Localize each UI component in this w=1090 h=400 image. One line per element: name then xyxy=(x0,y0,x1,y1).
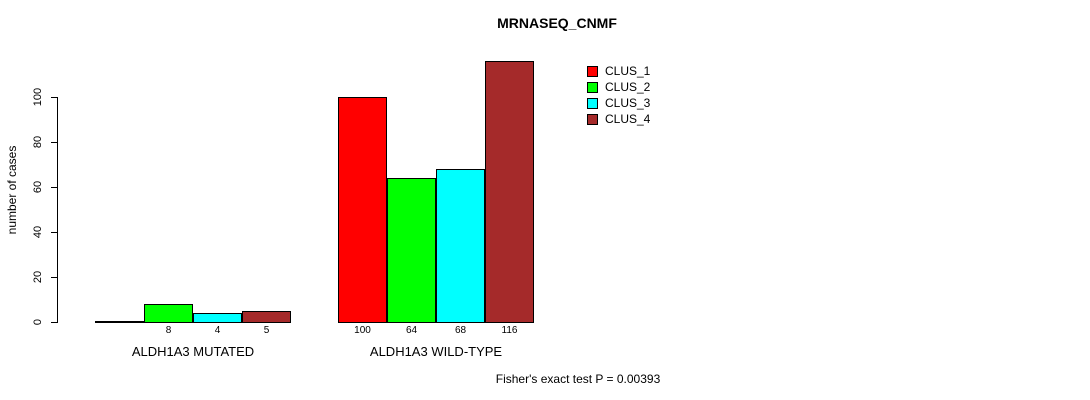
x-category-label: ALDH1A3 WILD-TYPE xyxy=(369,344,503,359)
legend-swatch-clus_4 xyxy=(587,114,598,125)
y-tick-label: 40 xyxy=(32,225,44,239)
x-category-label: ALDH1A3 MUTATED xyxy=(131,344,255,359)
bar-value-label: 5 xyxy=(263,325,270,336)
fisher-test-annotation: Fisher's exact test P = 0.00393 xyxy=(495,372,661,386)
y-tick-label: 20 xyxy=(32,270,44,284)
y-tick-label: 100 xyxy=(32,87,44,107)
legend-label-clus_2: CLUS_2 xyxy=(605,80,651,94)
legend-label-clus_4: CLUS_4 xyxy=(605,112,651,126)
bar-clus_4-group2 xyxy=(485,61,534,323)
y-tick-mark xyxy=(51,142,57,143)
legend-swatch-clus_2 xyxy=(587,82,598,93)
bar-value-label: 68 xyxy=(454,325,467,336)
legend-swatch-clus_3 xyxy=(587,98,598,109)
chart-title: MRNASEQ_CNMF xyxy=(497,15,617,31)
bar-value-label: 64 xyxy=(405,325,418,336)
y-tick-label: 60 xyxy=(32,180,44,194)
y-tick-mark xyxy=(51,97,57,98)
bar-clus_2-group1 xyxy=(144,304,193,323)
y-tick-mark xyxy=(51,277,57,278)
bar-value-label: 116 xyxy=(501,325,518,336)
bar-clus_3-group1 xyxy=(193,313,242,323)
bar-value-label: 8 xyxy=(165,325,172,336)
y-tick-mark xyxy=(51,232,57,233)
y-tick-mark xyxy=(51,187,57,188)
bar-clus_3-group2 xyxy=(436,169,485,323)
bar-clus_1-group1 xyxy=(95,321,144,323)
y-axis-label: number of cases xyxy=(5,145,19,235)
legend-label-clus_1: CLUS_1 xyxy=(605,64,651,78)
y-tick-mark xyxy=(51,322,57,323)
bar-clus_4-group1 xyxy=(242,311,291,323)
y-tick-label: 80 xyxy=(32,135,44,149)
bar-value-label: 4 xyxy=(214,325,221,336)
legend-swatch-clus_1 xyxy=(587,66,598,77)
bar-value-label: 100 xyxy=(354,325,371,336)
legend-label-clus_3: CLUS_3 xyxy=(605,96,651,110)
bar-clus_2-group2 xyxy=(387,178,436,323)
y-tick-label: 0 xyxy=(32,318,44,326)
bar-clus_1-group2 xyxy=(338,97,387,323)
y-axis-line xyxy=(57,97,58,323)
